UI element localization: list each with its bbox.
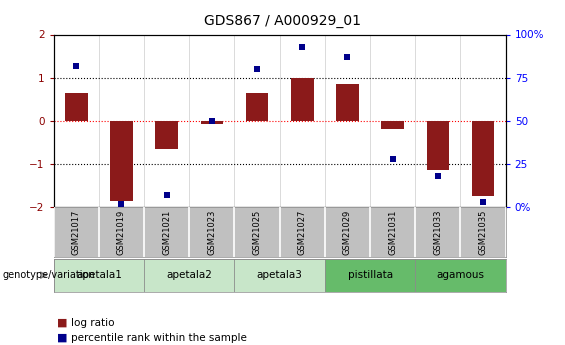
Text: agamous: agamous [437,270,484,280]
Bar [381,121,404,128]
Bar [427,121,449,170]
Text: apetala2: apetala2 [166,270,212,280]
Text: GSM21029: GSM21029 [343,209,352,255]
Bar [415,259,506,292]
Text: GSM21017: GSM21017 [72,209,81,255]
Text: GSM21021: GSM21021 [162,209,171,255]
Text: GSM21019: GSM21019 [117,209,126,255]
Bar [234,259,325,292]
Text: ■: ■ [56,333,67,343]
Text: genotype/variation: genotype/variation [3,270,95,280]
Text: GSM21027: GSM21027 [298,209,307,255]
Bar [325,259,415,292]
Text: apetala3: apetala3 [257,270,303,280]
Bar [246,93,268,121]
Bar [336,84,359,121]
Text: GSM21023: GSM21023 [207,209,216,255]
Text: apetala1: apetala1 [76,270,122,280]
Bar [144,259,234,292]
Bar [54,259,144,292]
Bar [201,121,223,124]
Text: ■: ■ [56,318,67,327]
Bar [155,121,178,149]
Text: GDS867 / A000929_01: GDS867 / A000929_01 [204,14,361,28]
Text: GSM21025: GSM21025 [253,209,262,255]
Text: GSM21033: GSM21033 [433,209,442,255]
Text: log ratio: log ratio [71,318,114,327]
Text: pistillata: pistillata [347,270,393,280]
Bar [110,121,133,200]
Text: GSM21035: GSM21035 [479,209,488,255]
Bar [472,121,494,196]
Bar [65,93,88,121]
Text: GSM21031: GSM21031 [388,209,397,255]
Text: percentile rank within the sample: percentile rank within the sample [71,333,246,343]
Bar [291,78,314,121]
